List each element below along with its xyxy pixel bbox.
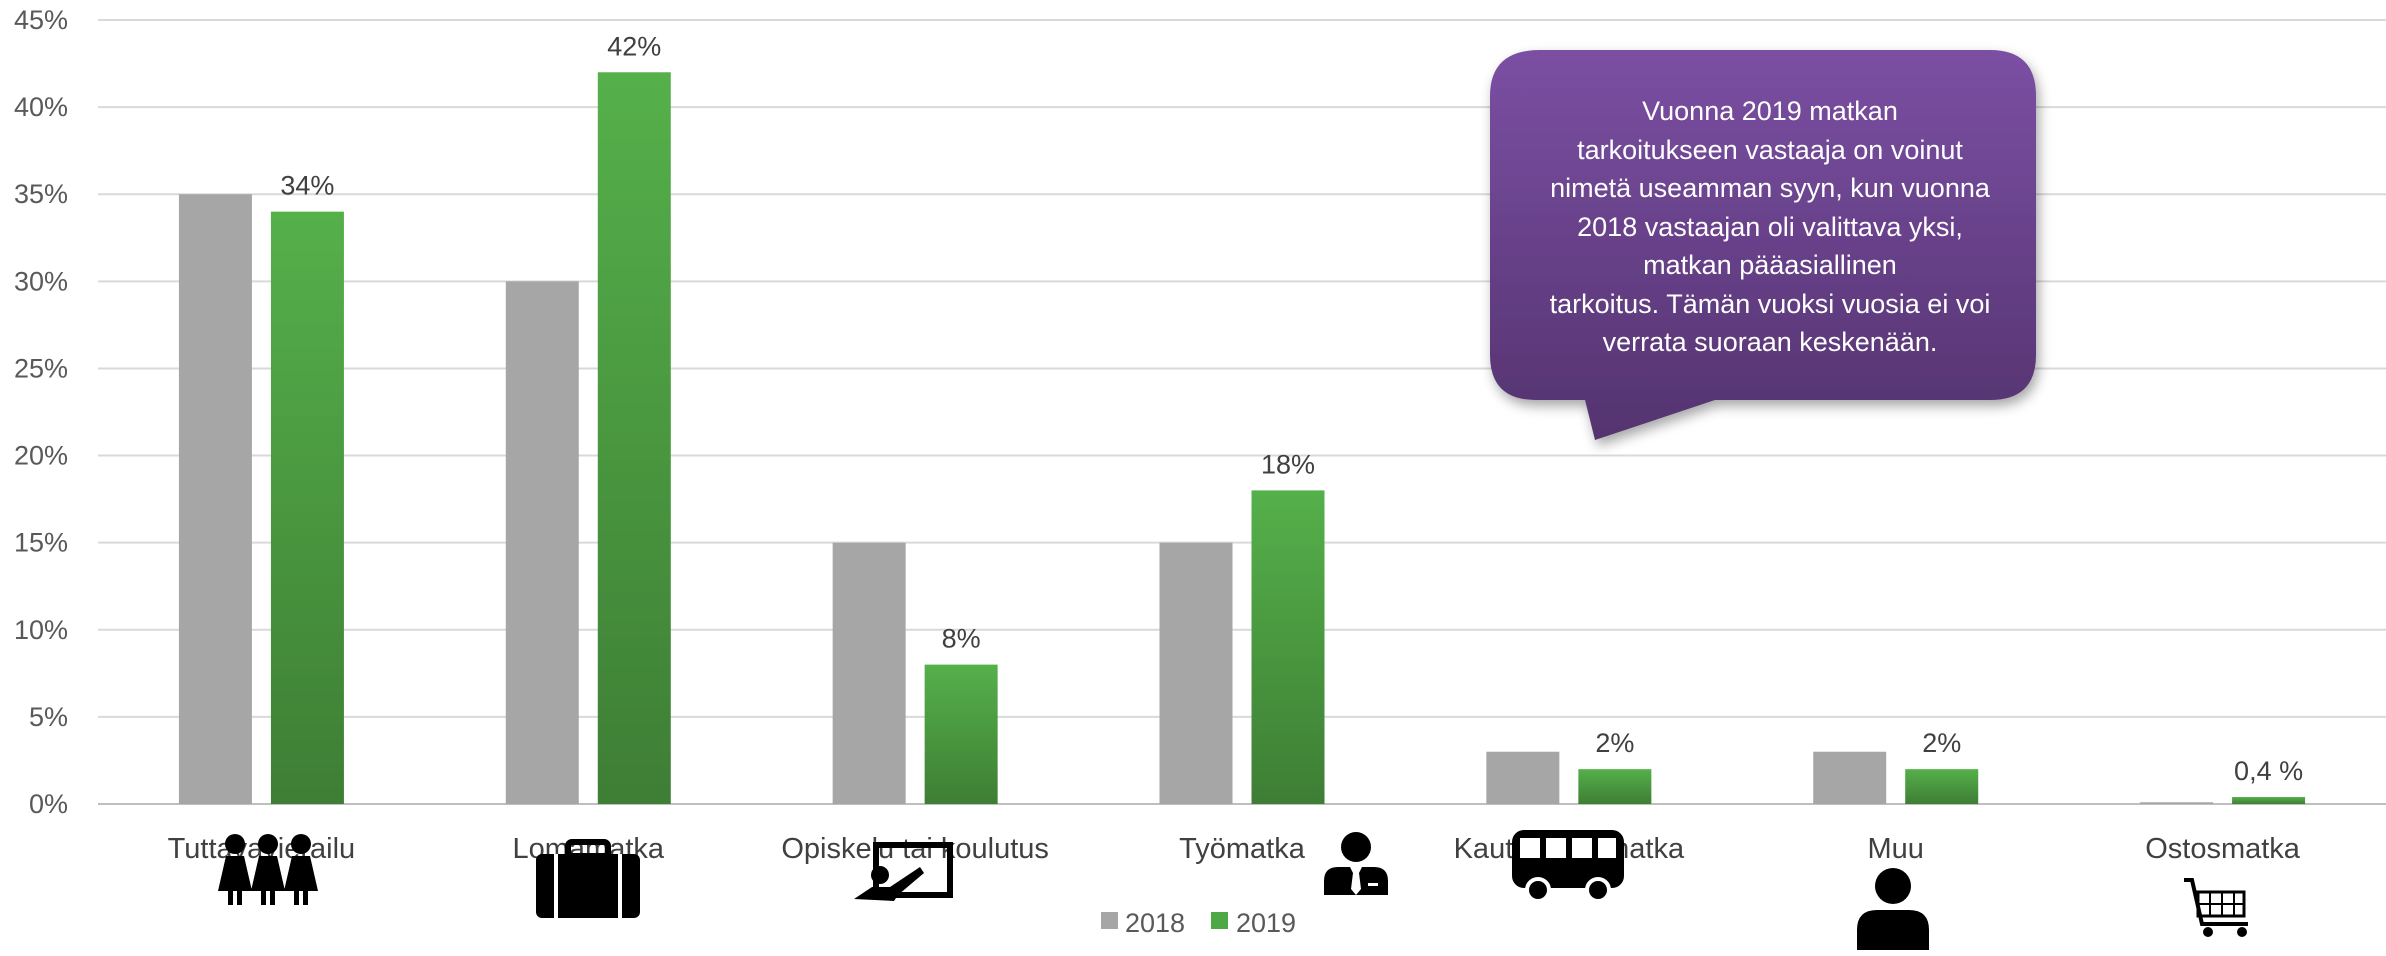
annotation-line: Vuonna 2019 matkan: [1642, 96, 1898, 126]
data-label: 8%: [942, 624, 981, 654]
bus-icon: [1512, 830, 1624, 903]
legend-swatch-2018: [1101, 912, 1118, 929]
bar-2019: [924, 664, 998, 804]
presentation-board-icon: [854, 842, 953, 901]
category-label: Työmatka: [1179, 833, 1306, 865]
bar-2018: [1159, 542, 1233, 804]
annotation-line: tarkoitus. Tämän vuoksi vuosia ei voi: [1549, 288, 1991, 319]
bar-2018: [2140, 802, 2214, 804]
annotation-text: Vuonna 2019 matkan tarkoitukseen vastaaja…: [1500, 92, 2040, 362]
annotation-line: tarkoitukseen vastaaja on voinut: [1577, 134, 1963, 165]
bar-2018: [1486, 751, 1560, 804]
annotation-line: verrata suoraan keskenään.: [1602, 327, 1938, 357]
y-tick-label: 0%: [29, 789, 68, 819]
suitcase-icon: [536, 839, 640, 918]
y-axis: 0% 5% 10% 15% 20% 25% 30% 35% 40% 45%: [14, 5, 68, 819]
bar-2018: [505, 281, 579, 804]
bar-2018: [832, 542, 906, 804]
bar-2018: [1813, 751, 1887, 804]
category-labels: TuttavavierailuLomamatkaOpiskelu tai kou…: [168, 833, 2301, 865]
legend-label-2018: 2018: [1125, 908, 1185, 938]
category-label: Ostosmatka: [2145, 833, 2301, 865]
y-tick-label: 30%: [14, 266, 68, 296]
y-tick-label: 10%: [14, 615, 68, 645]
y-tick-label: 5%: [29, 702, 68, 732]
data-label: 2%: [1595, 728, 1634, 758]
annotation-callout: [1490, 50, 2036, 440]
y-tick-label: 35%: [14, 179, 68, 209]
businessman-icon: [1324, 832, 1388, 895]
category-label: Muu: [1868, 833, 1924, 865]
annotation-line: matkan pääasiallinen: [1643, 250, 1897, 280]
bar-2019: [597, 72, 671, 805]
bar-2019: [1251, 490, 1325, 804]
annotation-line: nimetä useamman syyn, kun vuonna: [1550, 173, 1990, 203]
shopping-cart-icon: [2184, 878, 2248, 937]
data-label: 18%: [1261, 449, 1315, 479]
bars: [178, 72, 2306, 805]
person-icon: [1857, 868, 1929, 950]
y-tick-label: 40%: [14, 92, 68, 122]
data-label: 42%: [607, 31, 661, 61]
bar-2019: [2232, 797, 2306, 804]
bar-2019: [270, 211, 344, 805]
y-tick-label: 45%: [14, 5, 68, 35]
y-tick-label: 15%: [14, 528, 68, 558]
bar-2018: [178, 194, 252, 804]
people-group-icon: [218, 834, 318, 905]
y-tick-label: 20%: [14, 441, 68, 471]
data-labels: 34% 42% 8% 18% 2% 2% 0,4 %: [280, 31, 2303, 786]
legend: 2018 2019: [1101, 908, 1296, 938]
gridlines: [98, 19, 2386, 805]
data-label: 0,4 %: [2234, 756, 2303, 786]
bar-2019: [1578, 769, 1652, 804]
y-tick-label: 25%: [14, 353, 68, 383]
annotation-line: 2018 vastaajan oli valittava yksi,: [1577, 211, 1963, 242]
data-label: 2%: [1922, 728, 1961, 758]
legend-label-2019: 2019: [1236, 908, 1296, 938]
data-label: 34%: [280, 171, 334, 201]
legend-swatch-2019: [1211, 912, 1228, 929]
bar-2019: [1905, 769, 1979, 804]
category-label: Opiskelu tai koulutus: [781, 833, 1049, 865]
